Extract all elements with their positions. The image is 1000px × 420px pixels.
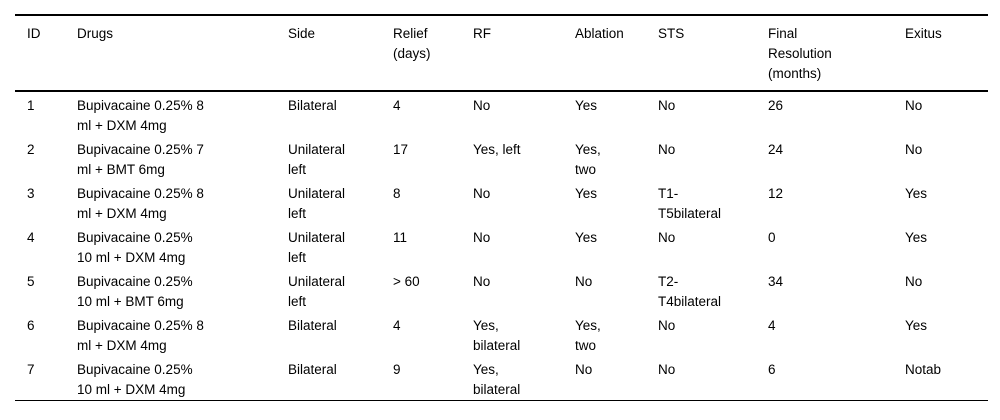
cell-rf: Yes, bilateral xyxy=(473,318,521,353)
column-header-relief_days: Relief (days) xyxy=(393,15,473,92)
column-header-id: ID xyxy=(15,15,77,92)
cell-id: 2 xyxy=(27,142,35,157)
cell-sts: T2- T4bilateral xyxy=(658,274,722,309)
cell-id: 1 xyxy=(27,98,35,113)
cell-side: Unilateral left xyxy=(288,142,346,177)
cell-ablation: Yes xyxy=(575,230,598,245)
cell-exitus: Yes xyxy=(905,186,928,201)
cell-ablation: Yes, two xyxy=(575,142,601,177)
cell-drugs: Bupivacaine 0.25% 8 ml + DXM 4mg xyxy=(77,318,204,353)
table-body: 1 Bupivacaine 0.25% 8 ml + DXM 4mg Bilater… xyxy=(15,91,988,401)
cell-id: 5 xyxy=(27,274,35,289)
table-row-1: 1 Bupivacaine 0.25% 8 ml + DXM 4mg Bilater… xyxy=(15,91,988,136)
cell-side: Bilateral xyxy=(288,98,337,113)
cell-final_resolution_months: 4 xyxy=(768,318,776,333)
cell-relief_days: 11 xyxy=(393,230,408,245)
cell-sts: No xyxy=(658,142,676,157)
cell-ablation: Yes, two xyxy=(575,318,601,353)
cell-id: 3 xyxy=(27,186,35,201)
table-row-2: 2 Bupivacaine 0.25% 7 ml + BMT 6mg Unilate… xyxy=(15,136,988,180)
cell-side: Unilateral left xyxy=(288,274,346,309)
cell-sts: No xyxy=(658,98,676,113)
cell-relief_days: 9 xyxy=(393,362,401,377)
cell-sts: No xyxy=(658,362,676,377)
cell-final_resolution_months: 24 xyxy=(768,142,784,157)
cell-rf: Yes, left xyxy=(473,142,521,157)
table-row-5: 5 Bupivacaine 0.25% 10 ml + BMT 6mg Unilat… xyxy=(15,268,988,312)
cell-drugs: Bupivacaine 0.25% 10 ml + DXM 4mg xyxy=(77,230,193,265)
cell-ablation: No xyxy=(575,274,593,289)
column-header-exitus: Exitus xyxy=(905,15,988,92)
cell-side: Bilateral xyxy=(288,318,337,333)
cell-ablation: No xyxy=(575,362,593,377)
cell-sts: T1- T5bilateral xyxy=(658,186,722,221)
cell-exitus: Yes xyxy=(905,318,928,333)
column-header-side: Side xyxy=(288,15,393,92)
cell-drugs: Bupivacaine 0.25% 10 ml + BMT 6mg xyxy=(77,274,193,309)
cell-id: 7 xyxy=(27,362,35,377)
cell-drugs: Bupivacaine 0.25% 10 ml + DXM 4mg xyxy=(77,362,193,397)
patient-results-table: ID Drugs Side Relief (days) RF Ablation STS Fin… xyxy=(15,14,988,401)
cell-sts: No xyxy=(658,318,676,333)
cell-ablation: Yes xyxy=(575,98,598,113)
cell-ablation: Yes xyxy=(575,186,598,201)
table-header: ID Drugs Side Relief (days) RF Ablation STS Fin… xyxy=(15,15,988,92)
column-header-final_resolution_months: Final Resolution (months) xyxy=(768,15,905,92)
table-row-3: 3 Bupivacaine 0.25% 8 ml + DXM 4mg Unilate… xyxy=(15,180,988,224)
cell-side: Bilateral xyxy=(288,362,337,377)
cell-relief_days: 8 xyxy=(393,186,401,201)
cell-drugs: Bupivacaine 0.25% 7 ml + BMT 6mg xyxy=(77,142,204,177)
cell-final_resolution_months: 26 xyxy=(768,98,784,113)
cell-exitus: No xyxy=(905,98,923,113)
cell-final_resolution_months: 6 xyxy=(768,362,776,377)
table-row-7: 7 Bupivacaine 0.25% 10 ml + DXM 4mg Bilate… xyxy=(15,356,988,401)
cell-rf: Yes, bilateral xyxy=(473,362,521,397)
cell-relief_days: > 60 xyxy=(393,274,420,289)
column-header-sts: STS xyxy=(658,15,768,92)
cell-exitus: Yes xyxy=(905,230,928,245)
cell-rf: No xyxy=(473,274,491,289)
cell-drugs: Bupivacaine 0.25% 8 ml + DXM 4mg xyxy=(77,186,204,221)
cell-relief_days: 17 xyxy=(393,142,409,157)
table-row-6: 6 Bupivacaine 0.25% 8 ml + DXM 4mg Bilater… xyxy=(15,312,988,356)
cell-id: 4 xyxy=(27,230,35,245)
cell-exitus: Notab xyxy=(905,362,942,377)
cell-side: Unilateral left xyxy=(288,230,346,265)
column-header-ablation: Ablation xyxy=(575,15,658,92)
cell-final_resolution_months: 12 xyxy=(768,186,784,201)
table-container: ID Drugs Side Relief (days) RF Ablation STS Fin… xyxy=(15,14,988,401)
cell-exitus: No xyxy=(905,142,923,157)
table-row-4: 4 Bupivacaine 0.25% 10 ml + DXM 4mg Unilat… xyxy=(15,224,988,268)
cell-sts: No xyxy=(658,230,676,245)
cell-final_resolution_months: 34 xyxy=(768,274,784,289)
cell-rf: No xyxy=(473,186,491,201)
cell-relief_days: 4 xyxy=(393,98,401,113)
cell-rf: No xyxy=(473,230,491,245)
cell-drugs: Bupivacaine 0.25% 8 ml + DXM 4mg xyxy=(77,98,204,133)
cell-relief_days: 4 xyxy=(393,318,401,333)
cell-rf: No xyxy=(473,98,491,113)
column-header-rf: RF xyxy=(473,15,575,92)
cell-side: Unilateral left xyxy=(288,186,346,221)
cell-exitus: No xyxy=(905,274,923,289)
column-header-drugs: Drugs xyxy=(77,15,288,92)
cell-id: 6 xyxy=(27,318,35,333)
header-row: ID Drugs Side Relief (days) RF Ablation STS Fin… xyxy=(15,15,988,92)
cell-final_resolution_months: 0 xyxy=(768,230,776,245)
